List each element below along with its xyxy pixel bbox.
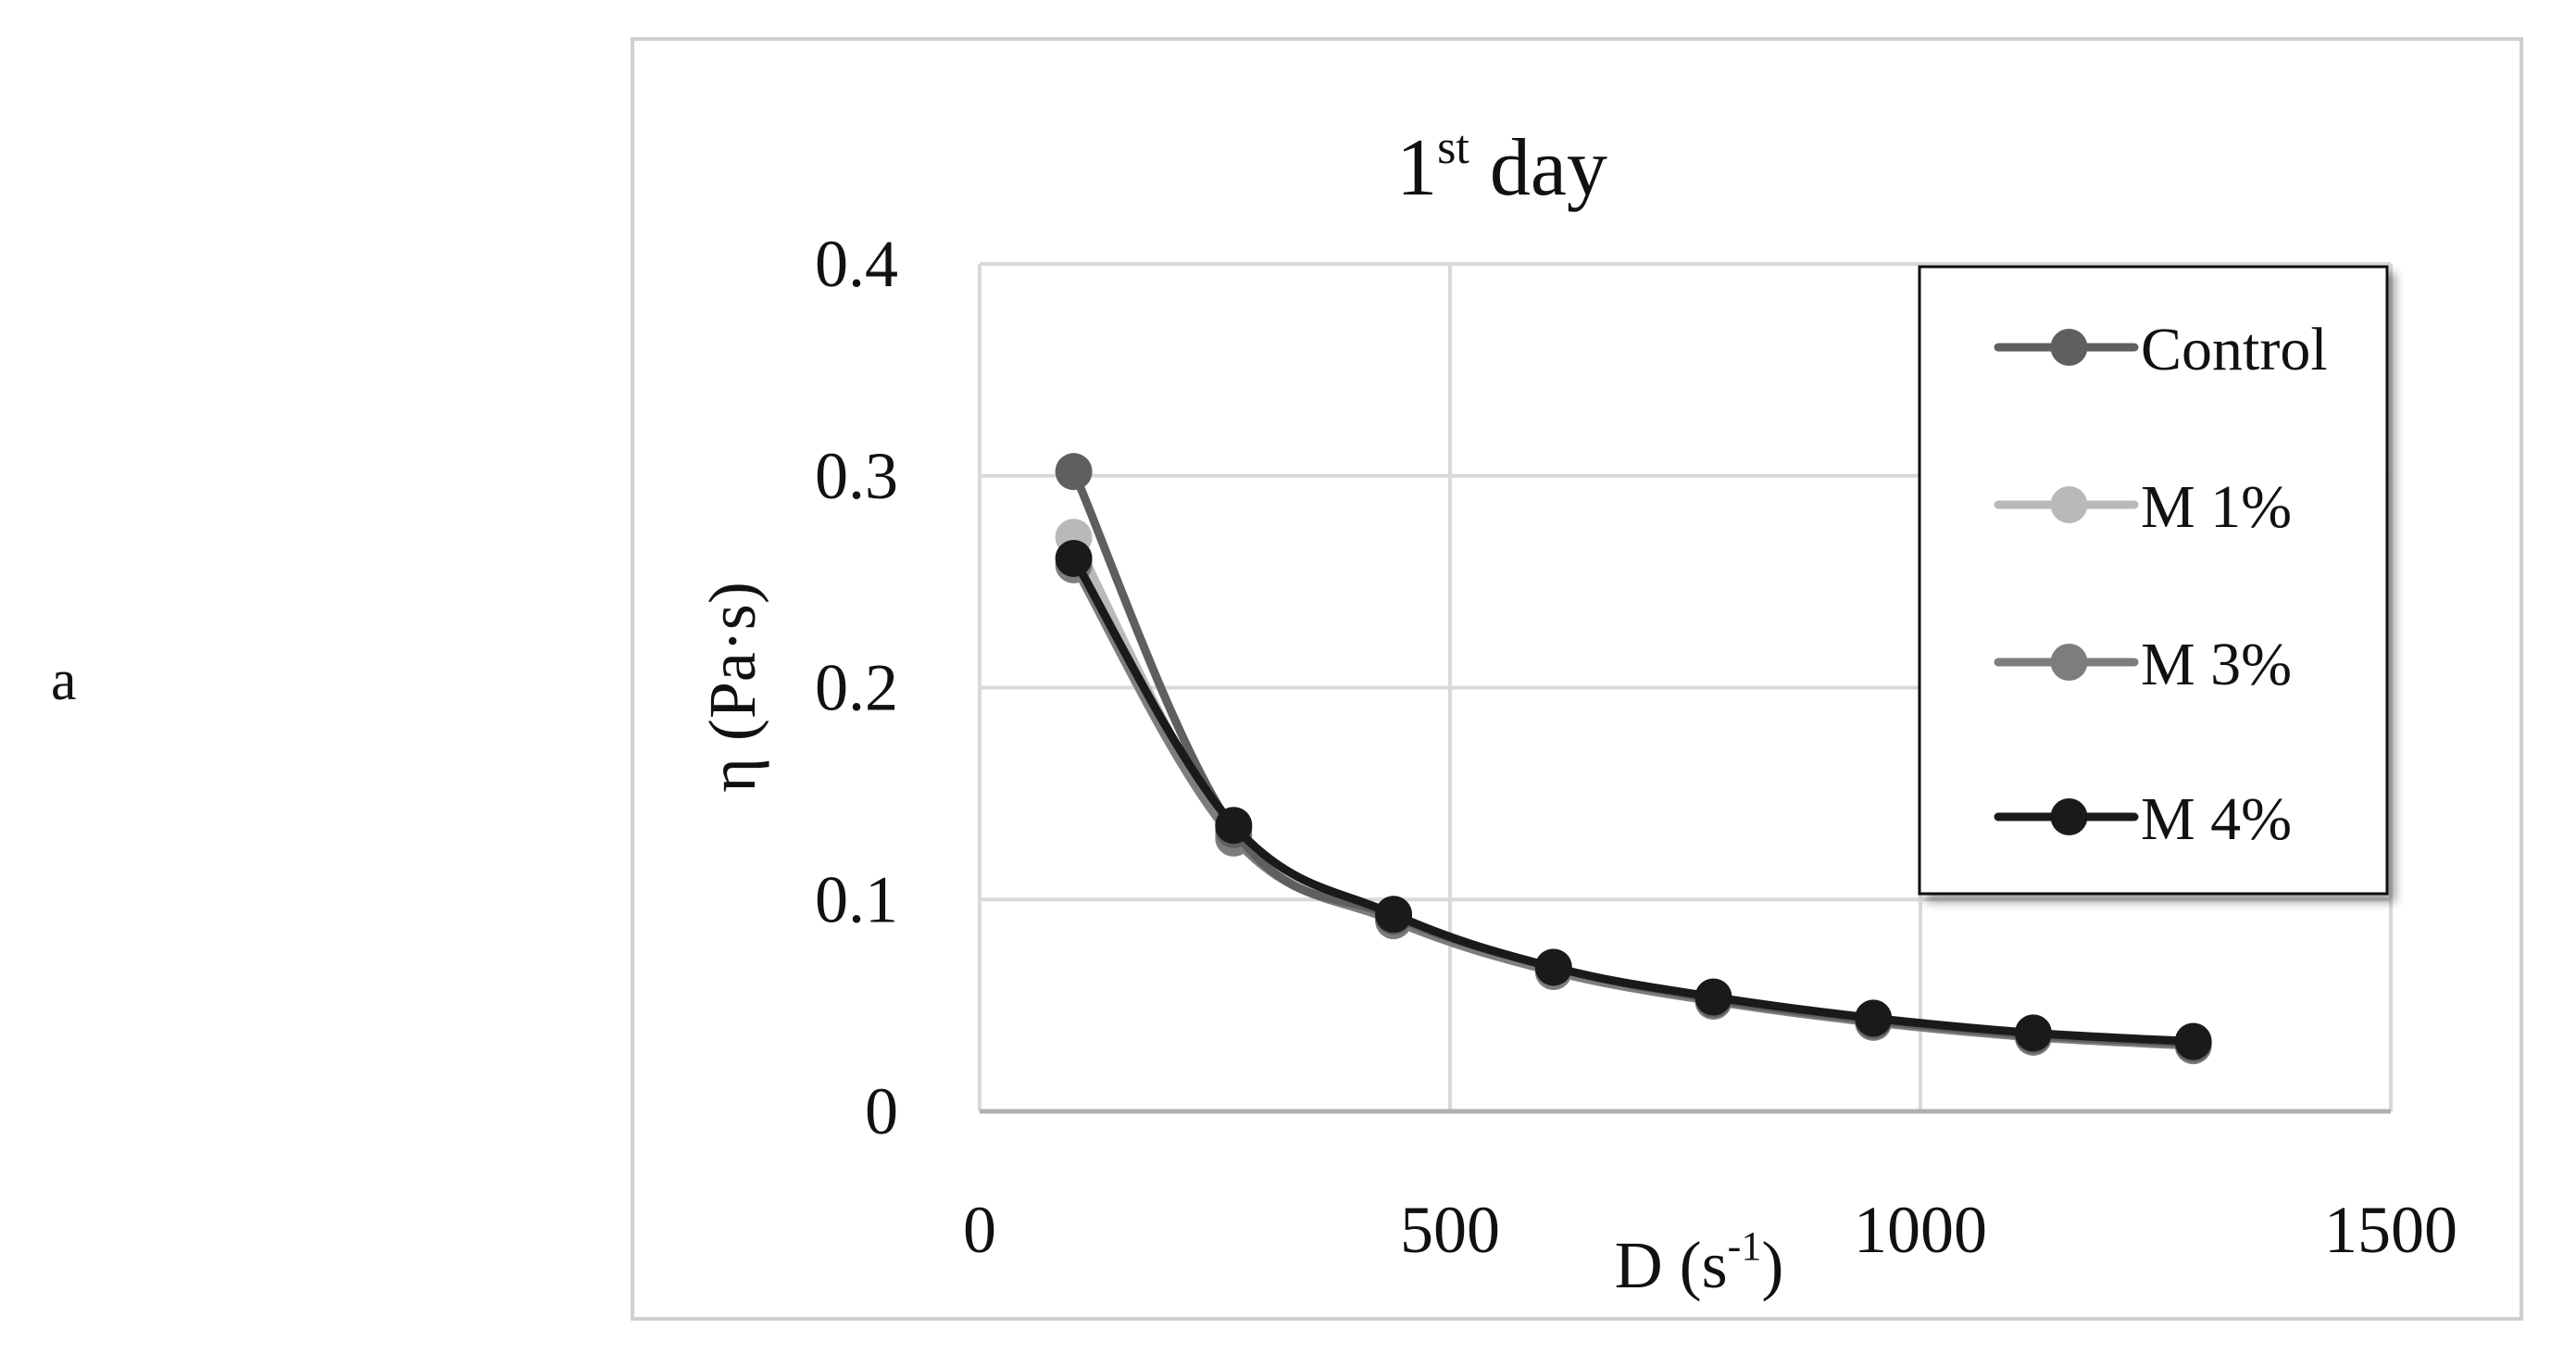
data-point-m-4	[2174, 1022, 2212, 1060]
x-axis-title-sup: -1	[1728, 1223, 1762, 1269]
y-tick-label: 0.2	[815, 651, 898, 725]
chart-title-main: 1	[1396, 123, 1437, 213]
tick-labels: 0 0.1 0.2 0.3 0.4 0 500 1000 1500	[815, 227, 2457, 1267]
legend-marker-control	[2050, 329, 2088, 366]
legend-label-m-4: M 4%	[2141, 785, 2292, 853]
chart-title-sup: st	[1437, 121, 1469, 174]
legend-item-m-4: M 4%	[1994, 785, 2292, 853]
legend-item-control: Control	[1994, 316, 2328, 383]
chart-title: 1st day	[1396, 121, 1607, 213]
x-tick-label: 1500	[2324, 1193, 2457, 1267]
legend-marker-m-3	[2050, 644, 2088, 681]
data-point-m-4	[1215, 807, 1253, 845]
data-point-m-4	[2014, 1014, 2052, 1052]
series-m-4	[1055, 539, 2212, 1060]
y-tick-label: 0	[865, 1074, 898, 1148]
x-axis-title-end: )	[1761, 1228, 1783, 1302]
legend-marker-m-4	[2050, 798, 2088, 835]
data-point-m-4	[1375, 896, 1413, 934]
legend-label-control: Control	[2141, 316, 2328, 383]
legend-item-m-1: M 1%	[1994, 473, 2292, 541]
data-point-m-4	[1055, 539, 1093, 577]
legend: Control M 1% M 3% M 4%	[1918, 265, 2389, 896]
data-point-m-4	[1694, 978, 1732, 1016]
x-tick-label: 1000	[1854, 1193, 1987, 1267]
data-point-control	[1055, 453, 1093, 491]
y-tick-label: 0.1	[815, 862, 898, 936]
x-tick-label: 500	[1400, 1193, 1500, 1267]
panel-label: a	[51, 649, 77, 712]
legend-label-m-1: M 1%	[2141, 473, 2292, 541]
x-axis-title-main: D (s	[1615, 1228, 1728, 1302]
data-point-m-4	[1855, 999, 1893, 1037]
y-tick-label: 0.4	[815, 227, 898, 301]
y-axis-title: η (Pa·s)	[695, 582, 769, 793]
x-axis-title: D (s-1)	[1615, 1223, 1784, 1302]
series	[1055, 453, 2212, 1065]
chart-title-rest: day	[1469, 123, 1607, 213]
legend-item-m-3: M 3%	[1994, 631, 2292, 698]
y-tick-label: 0.3	[815, 439, 898, 513]
legend-label-m-3: M 3%	[2141, 631, 2292, 698]
legend-box	[1918, 265, 2389, 896]
x-tick-label: 0	[963, 1193, 996, 1267]
data-point-m-4	[1534, 948, 1572, 986]
legend-marker-m-1	[2050, 486, 2088, 523]
